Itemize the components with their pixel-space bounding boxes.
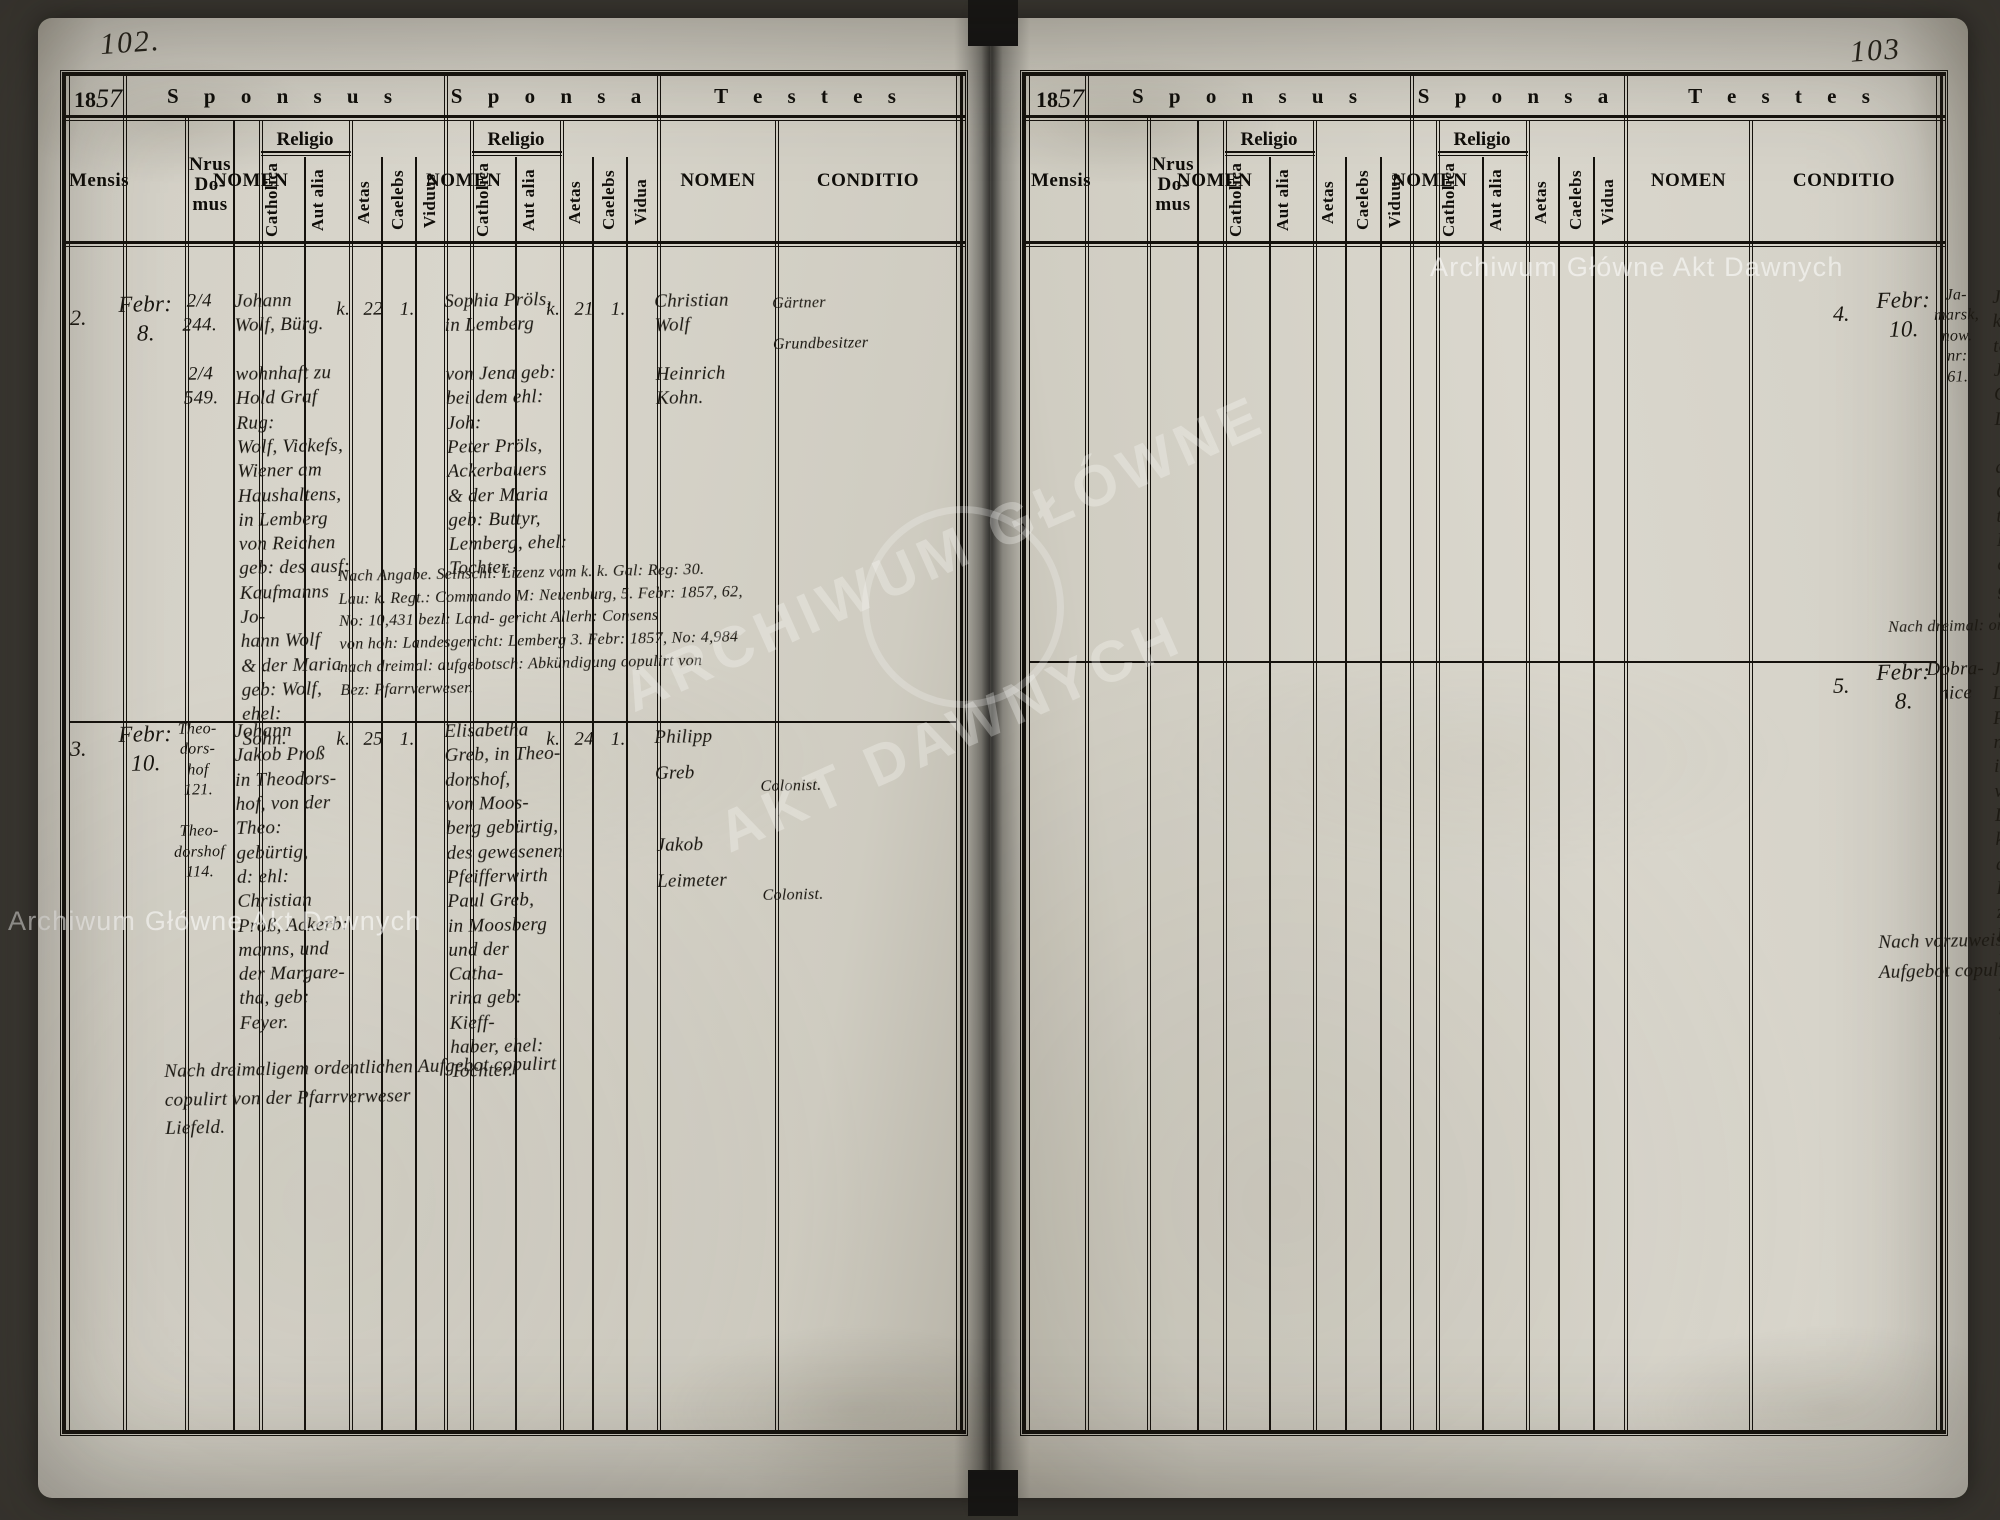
column-header-caelebs-sponsus-left: Caelebs	[388, 169, 407, 231]
column-header-autalia-sponsa-left: Aut alia	[519, 168, 538, 232]
column-header-autalia-sponsus-left: Aut alia	[308, 168, 327, 232]
folio-number-right: 103	[1848, 32, 1903, 69]
entry-sponsa-aetas: 24	[574, 728, 595, 750]
column-header-catholica-sponsus-right: Catholica	[1226, 162, 1245, 238]
entry-sponsa-nomen: Elisabetha Greb, in Theo- dorshof, von M…	[444, 719, 564, 1083]
entry-sponsus-caelebs: 1.	[399, 728, 415, 750]
column-header-nrus-domus-left: Nrus Do- mus	[188, 154, 232, 216]
entry-number: 4.	[1833, 301, 1850, 326]
group-header-sponsus-right: S p o n s u s	[1131, 84, 1368, 108]
year-label-right: 1857	[1036, 84, 1084, 113]
column-header-nomen-testes-left: NOMEN	[680, 170, 756, 191]
religio-header-sponsus-left: Religio	[276, 129, 334, 150]
column-header-mensis-right: Mensis	[1031, 170, 1091, 191]
column-header-conditio-testes-left: CONDITIO	[816, 170, 920, 191]
entry-sponsa-caelebs: 1.	[610, 728, 626, 750]
entry-mensis: Febr: 8.	[1876, 658, 1931, 715]
column-header-catholica-sponsa-left: Catholica	[473, 162, 492, 238]
entry-testes-nomen: Christian Wolf Heinrich Kohn.	[654, 289, 729, 410]
entry-number: 5.	[1833, 673, 1850, 698]
entry-remark: Nach dreimaligem ordentlichen Aufgebot c…	[164, 1053, 557, 1139]
column-header-conditio-testes-right: CONDITIO	[1792, 170, 1896, 191]
entry-sponsa-nomen: Sophia Pröls, in Lemberg von Jena geb: b…	[444, 288, 568, 580]
binder-clip-top	[968, 0, 1018, 46]
entry-testes-conditio: Colonist. Colonist.	[760, 776, 824, 904]
entry-sponsus-caelebs: 1.	[399, 298, 415, 320]
column-header-vidua-sponsa-left: Vidua	[631, 178, 650, 226]
column-header-caelebs-sponsa-left: Caelebs	[599, 169, 618, 231]
column-header-caelebs-sponsus-right: Caelebs	[1353, 169, 1372, 231]
column-header-nomen-testes-right: NOMEN	[1650, 170, 1727, 191]
entry-nrus-domus: 2/4 244. 2/4 549.	[182, 290, 219, 410]
column-header-nrus-domus-right: Nrus Do- mus	[1151, 154, 1195, 216]
column-header-nomen-sponsa-right: NOMEN	[1392, 170, 1468, 191]
column-header-aetas-sponsus-left: Aetas	[354, 180, 373, 224]
religio-header-sponsus-right: Religio	[1240, 129, 1298, 150]
column-header-nomen-sponsus-left: NOMEN	[213, 170, 289, 191]
folio-number-left: 102.	[98, 23, 162, 62]
entry-nrus-domus: Ja- marsk, now. nr: 61.	[1933, 286, 1980, 386]
column-header-autalia-sponsus-right: Aut alia	[1273, 168, 1292, 232]
entry-number: 3.	[70, 736, 87, 761]
group-header-sponsa-left: S p o n s a	[450, 84, 652, 108]
entry-nrus-domus: Dobra- nice	[1926, 657, 1985, 705]
entry-sponsus-aetas: 25	[363, 728, 384, 750]
right-page: 103	[990, 18, 2000, 1498]
column-header-catholica-sponsa-right: Catholica	[1439, 162, 1458, 238]
religio-header-sponsa-right: Religio	[1453, 129, 1511, 150]
column-header-aetas-sponsus-right: Aetas	[1318, 180, 1337, 224]
column-header-autalia-sponsa-right: Aut alia	[1486, 168, 1505, 232]
column-header-nomen-sponsus-right: NOMEN	[1177, 170, 1253, 191]
entry-mensis: Febr: 10.	[1876, 286, 1931, 343]
column-header-catholica-sponsus-left: Catholica	[262, 162, 281, 238]
entry-sponsus-nomen: Johann Jakob Proß in Theodors- hof, von …	[234, 719, 349, 1034]
entry-mensis: Febr: 10.	[118, 720, 173, 777]
group-header-testes-left: T e s t e s	[714, 84, 906, 108]
column-header-caelebs-sponsa-right: Caelebs	[1566, 169, 1585, 231]
entry-sponsa-caelebs: 1.	[610, 298, 626, 320]
year-label-left: 1857	[74, 84, 122, 113]
entry-testes-conditio: Gärtner Grundbesitzer	[772, 293, 869, 353]
column-header-mensis-left: Mensis	[69, 170, 129, 191]
column-header-vidua-sponsa-right: Vidua	[1598, 178, 1617, 226]
register-table-right: 1857 S p o n s u s S p o n s a T e s t e…	[1020, 70, 1948, 1436]
entry-remark: Nach Angabe. Seinschl: Lizenz vom k. k. …	[338, 560, 743, 699]
group-header-testes-right: T e s t e s	[1688, 84, 1880, 108]
book-gutter-shadow	[954, 18, 1030, 1498]
entry-nrus-domus: Theo- dors- hof 121. Theo- dorshof 114.	[173, 720, 226, 881]
column-header-aetas-sponsa-right: Aetas	[1531, 180, 1550, 224]
group-header-sponsus-left: S p o n s u s	[166, 84, 403, 108]
entry-number: 2.	[70, 305, 87, 330]
group-header-sponsa-right: S p o n s a	[1417, 84, 1619, 108]
entry-testes-nomen: Philipp Greb Jakob Leimeter	[654, 725, 728, 893]
column-header-aetas-sponsa-left: Aetas	[565, 180, 584, 224]
entry-mensis: Febr: 8.	[118, 290, 173, 347]
left-page: 102.	[38, 18, 990, 1498]
entry-sponsus-aetas: 22	[363, 298, 384, 320]
open-book: 102.	[38, 0, 2000, 1516]
binder-clip-bottom	[968, 1470, 1018, 1516]
entry-sponsa-aetas: 21	[574, 298, 595, 320]
religio-header-sponsa-left: Religio	[487, 129, 545, 150]
column-header-nomen-sponsa-left: NOMEN	[426, 170, 502, 191]
